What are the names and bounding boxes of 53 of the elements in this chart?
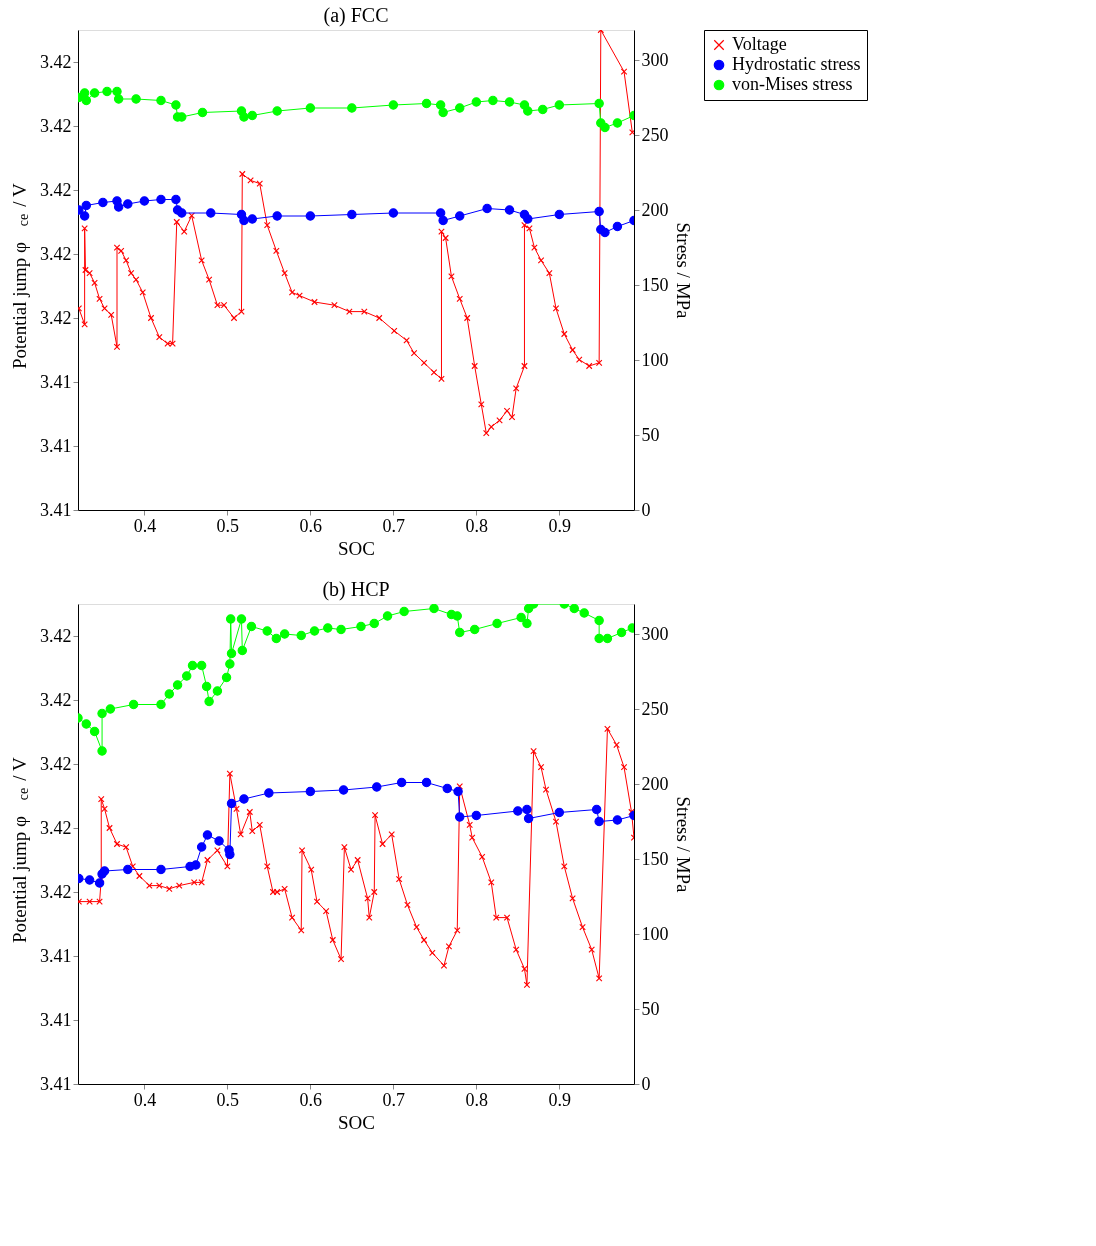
y2-tick-label: 200 — [641, 773, 669, 794]
x-axis-title: SOC — [338, 537, 375, 559]
y-tick-label: 3.42 — [40, 179, 72, 200]
y-tick-label: 3.42 — [40, 307, 72, 328]
y-tick-label: 3.41 — [40, 371, 72, 392]
y2-tick-label: 0 — [641, 1073, 651, 1094]
x-tick-label: 0.9 — [548, 1089, 572, 1110]
y2-tick-label: 50 — [641, 424, 660, 445]
y2-tick-label: 100 — [641, 923, 669, 944]
y2-tick-label: 100 — [641, 349, 669, 370]
y2-axis-title: Stress / MPa — [672, 796, 694, 894]
x-tick-label: 0.4 — [133, 515, 157, 536]
y-tick-label: 3.42 — [40, 625, 72, 646]
x-tick-label: 0.6 — [299, 1089, 323, 1110]
y2-tick-label: 200 — [641, 199, 669, 220]
y-tick-label: 3.41 — [40, 945, 72, 966]
y2-tick-label: 150 — [641, 274, 669, 295]
chart-title: (a) FCC — [323, 4, 389, 27]
x-tick-label: 0.8 — [465, 1089, 489, 1110]
y-axis-title: Potential jump φce / V — [9, 757, 31, 944]
y-tick-label: 3.42 — [40, 753, 72, 774]
y2-axis-title: Stress / MPa — [672, 222, 694, 320]
y-tick-label: 3.41 — [40, 435, 72, 456]
y2-tick-label: 50 — [641, 998, 660, 1019]
x-tick-label: 0.7 — [382, 515, 406, 536]
legend-label: Hydrostatic stress — [732, 54, 861, 74]
y-tick-label: 3.42 — [40, 881, 72, 902]
x-tick-label: 0.4 — [133, 1089, 157, 1110]
x-tick-label: 0.9 — [548, 515, 572, 536]
y-tick-label: 3.42 — [40, 115, 72, 136]
y-tick-label: 3.41 — [40, 1009, 72, 1030]
y-tick-label: 3.41 — [40, 1073, 72, 1094]
y-axis-title: Potential jump φce / V — [9, 183, 31, 370]
legend-label: von-Mises stress — [732, 74, 853, 94]
y2-tick-label: 300 — [641, 623, 669, 644]
y2-tick-label: 250 — [641, 124, 669, 145]
y-tick-label: 3.42 — [40, 243, 72, 264]
legend-label: Voltage — [732, 34, 787, 54]
y2-tick-label: 150 — [641, 848, 669, 869]
x-tick-label: 0.5 — [216, 515, 240, 536]
y-tick-label: 3.42 — [40, 51, 72, 72]
x-tick-label: 0.6 — [299, 515, 323, 536]
x-axis-title: SOC — [338, 1111, 375, 1133]
y2-tick-label: 250 — [641, 698, 669, 719]
y-tick-label: 3.42 — [40, 817, 72, 838]
y2-tick-label: 0 — [641, 499, 651, 520]
y-tick-label: 3.42 — [40, 689, 72, 710]
x-tick-label: 0.8 — [465, 515, 489, 536]
chart-title: (b) HCP — [322, 578, 390, 601]
x-tick-label: 0.5 — [216, 1089, 240, 1110]
y-tick-label: 3.41 — [40, 499, 72, 520]
y2-tick-label: 300 — [641, 49, 669, 70]
x-tick-label: 0.7 — [382, 1089, 406, 1110]
